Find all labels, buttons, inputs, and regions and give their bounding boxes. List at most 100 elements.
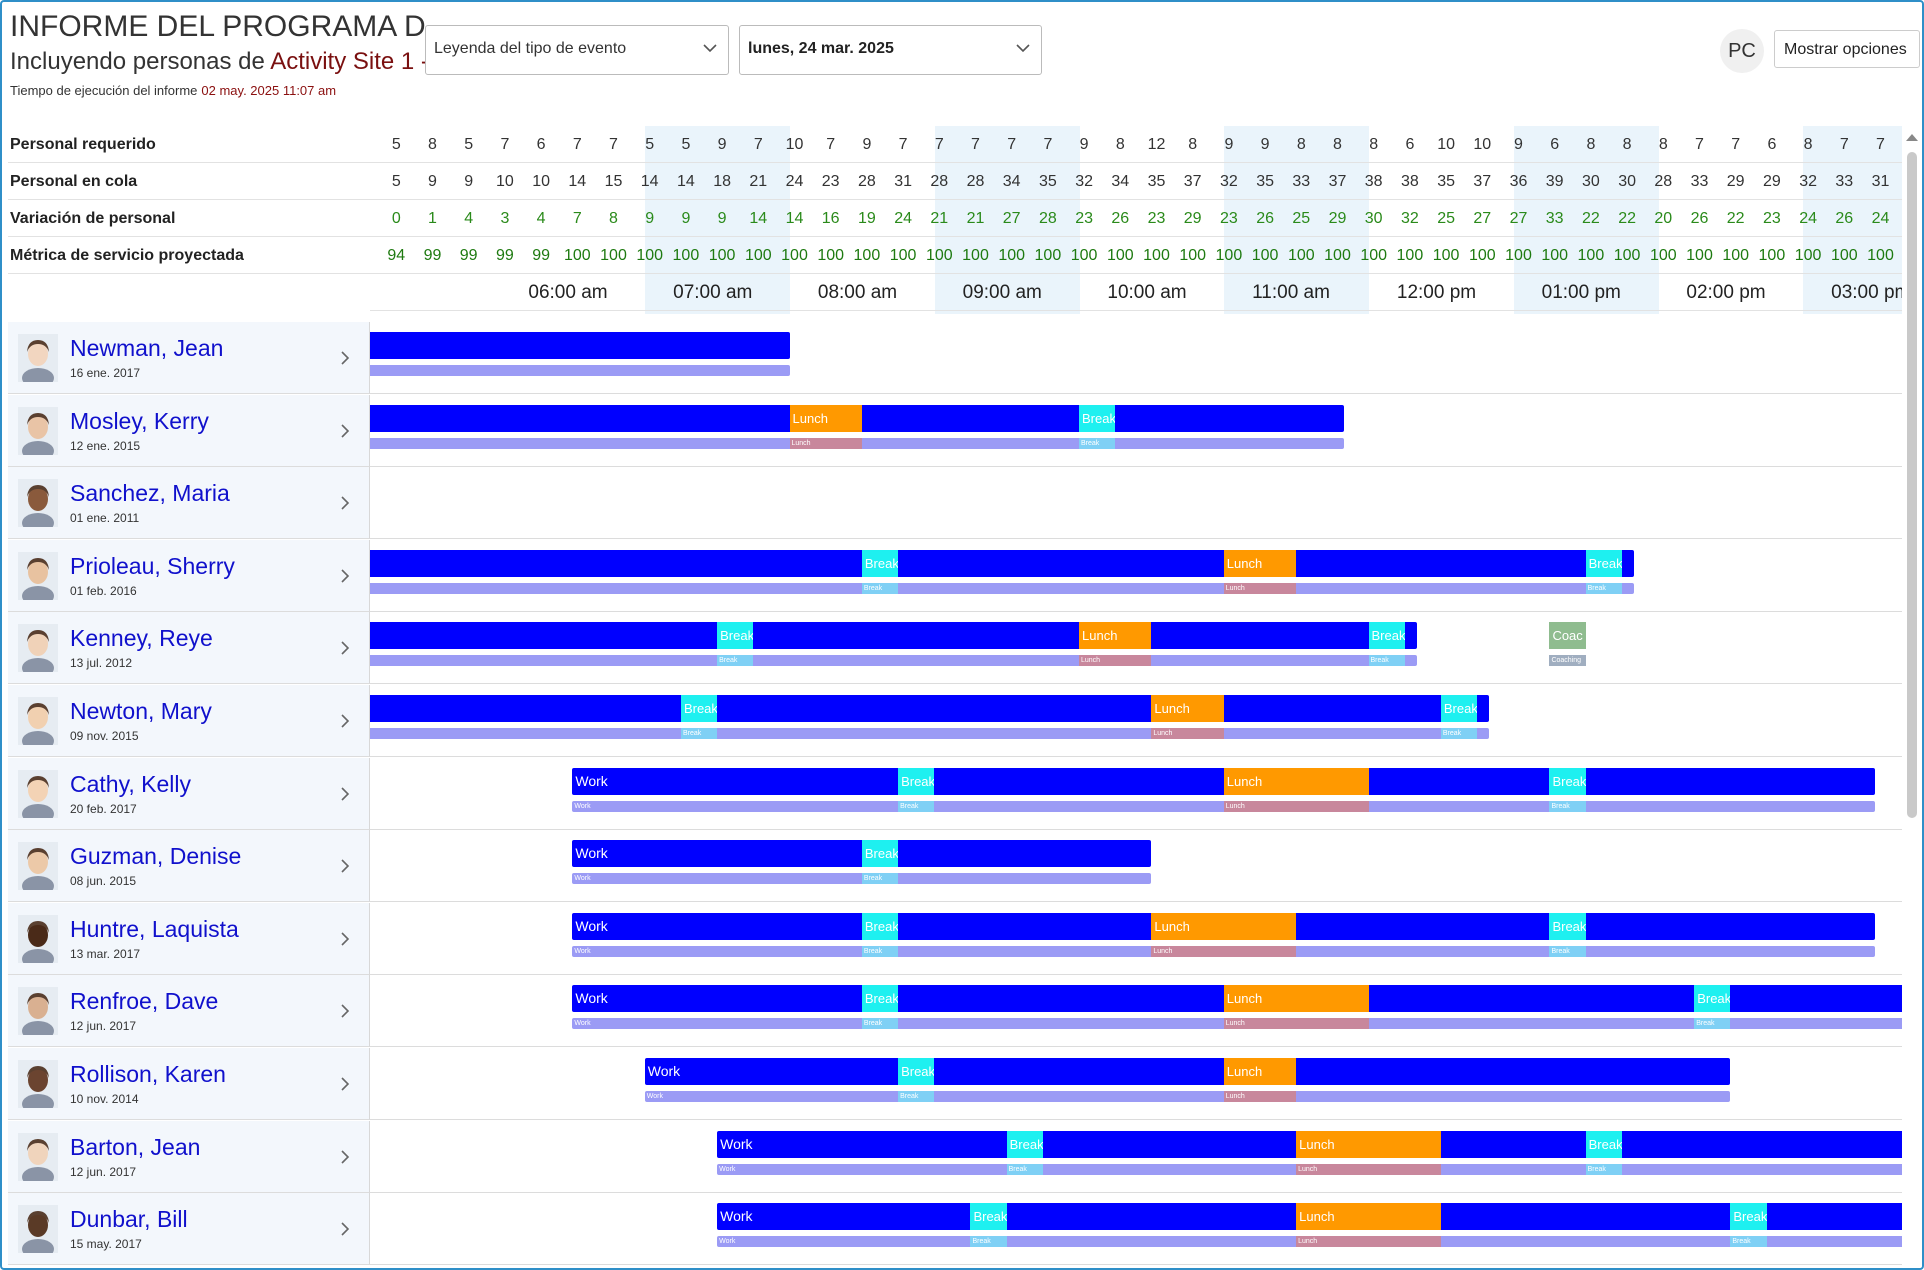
person-row[interactable]: Guzman, Denise 08 jun. 2015 xyxy=(8,830,370,903)
break-segment[interactable]: Break xyxy=(1585,1130,1622,1158)
lunch-segment[interactable]: Lunch xyxy=(1223,1058,1297,1085)
work-bar[interactable] xyxy=(370,695,1490,722)
person-row[interactable]: Newton, Mary 09 nov. 2015 xyxy=(8,685,370,757)
person-name[interactable]: Cathy, Kelly xyxy=(70,770,192,797)
date-dropdown[interactable]: lunes, 24 mar. 2025 xyxy=(739,25,1042,75)
break-segment[interactable]: Break xyxy=(898,767,935,795)
coaching-segment[interactable]: Coac xyxy=(1549,622,1586,650)
person-row[interactable]: Prioleau, Sherry 01 feb. 2016 xyxy=(8,539,370,612)
show-options-button[interactable]: Mostrar opciones xyxy=(1774,30,1920,68)
person-name[interactable]: Newman, Jean xyxy=(70,335,224,361)
break-segment[interactable]: Break xyxy=(861,840,899,868)
person-name[interactable]: Newton, Mary xyxy=(70,698,212,724)
break-segment[interactable]: Break xyxy=(861,985,899,1013)
person-row[interactable]: Renfroe, Dave 12 jun. 2017 xyxy=(8,975,370,1048)
break-segment[interactable]: Break xyxy=(1549,912,1586,940)
chevron-right-icon[interactable] xyxy=(338,1075,352,1093)
user-avatar[interactable]: PC xyxy=(1720,29,1764,73)
chevron-right-icon[interactable] xyxy=(338,349,352,367)
schedule-row: Work Work Break Break Lunch Lunch Break Break xyxy=(370,975,1902,1048)
person-name[interactable]: Guzman, Denise xyxy=(70,843,242,870)
metric-value: 100 xyxy=(1867,247,1894,264)
person-row[interactable]: Cathy, Kelly 20 feb. 2017 xyxy=(8,757,370,830)
break-segment[interactable]: Break xyxy=(1006,1130,1043,1158)
lunch-segment[interactable]: Lunch xyxy=(1151,695,1224,722)
break-segment[interactable]: Break xyxy=(1549,767,1586,795)
break-segment[interactable]: Break xyxy=(1730,1203,1767,1231)
metric-row-service: 94 94 99 99 99 99 100 100 100 100 100 100 100 100 100 1… xyxy=(370,237,1902,274)
person-row[interactable]: Barton, Jean 12 jun. 2017 xyxy=(8,1120,370,1193)
work-subbar xyxy=(644,1091,1731,1102)
person-name[interactable]: Dunbar, Bill xyxy=(70,1206,188,1233)
break-subsegment: Break xyxy=(861,945,899,957)
break-segment[interactable]: Break xyxy=(1079,404,1116,432)
metric-value: 100 xyxy=(744,247,772,264)
break-segment[interactable]: Break xyxy=(717,622,754,650)
break-segment[interactable]: Break xyxy=(861,549,899,577)
break-segment[interactable]: Break xyxy=(1368,622,1405,650)
break-segment[interactable]: Break xyxy=(1694,985,1731,1013)
chevron-right-icon[interactable] xyxy=(338,1220,352,1238)
work-bar[interactable] xyxy=(370,622,1417,650)
break-segment[interactable]: Break xyxy=(1585,549,1622,577)
metric-row-queued: 55 9 9 10 10 14 15 14 14 18 21 24 23 28 31 28 28 34 35 32 34… xyxy=(370,163,1902,200)
chevron-right-icon[interactable] xyxy=(338,567,352,585)
chevron-right-icon[interactable] xyxy=(338,422,352,440)
break-segment[interactable]: Break xyxy=(680,695,718,722)
work-bar[interactable] xyxy=(370,549,1634,577)
lunch-segment[interactable]: Lunch xyxy=(1296,1203,1441,1231)
chevron-right-icon[interactable] xyxy=(338,712,352,730)
person-name[interactable]: Sanchez, Maria xyxy=(70,480,230,507)
scroll-thumb[interactable] xyxy=(1907,152,1917,818)
lunch-segment[interactable]: Lunch xyxy=(1223,985,1369,1013)
lunch-segment[interactable]: Lunch xyxy=(1079,622,1152,650)
person-row[interactable]: Rollison, Karen 10 nov. 2014 xyxy=(8,1048,370,1120)
metric-value: 37 xyxy=(1473,173,1492,190)
person-row[interactable]: Huntre, Laquista 13 mar. 2017 xyxy=(8,902,370,975)
person-row[interactable]: Dunbar, Bill 15 may. 2017 xyxy=(8,1193,370,1266)
work-sublabel: Work xyxy=(719,1238,736,1246)
person-name[interactable]: Prioleau, Sherry xyxy=(70,552,235,579)
chevron-right-icon[interactable] xyxy=(338,1002,352,1020)
metric-value: 0 xyxy=(370,200,378,237)
vertical-scrollbar[interactable] xyxy=(1905,132,1919,818)
person-row[interactable]: Sanchez, Maria 01 ene. 2011 xyxy=(8,467,370,540)
lunch-segment[interactable]: Lunch xyxy=(1223,767,1369,795)
metric-value: 29 xyxy=(1328,210,1347,227)
event-type-legend-dropdown[interactable]: Leyenda del tipo de evento xyxy=(425,25,729,75)
work-bar[interactable] xyxy=(370,332,790,359)
break-segment[interactable]: Break xyxy=(861,912,899,940)
chevron-right-icon[interactable] xyxy=(338,1148,352,1166)
metric-value: 23 xyxy=(1762,210,1781,227)
metric-value: 5 xyxy=(645,136,655,153)
metric-value: 7 xyxy=(753,136,763,153)
scroll-up-arrow-icon[interactable] xyxy=(1905,132,1919,142)
chevron-right-icon[interactable] xyxy=(338,639,352,657)
chevron-right-icon[interactable] xyxy=(338,785,352,803)
chevron-right-icon[interactable] xyxy=(338,494,352,512)
hour-label: 03:00 pm xyxy=(1831,282,1902,303)
break-subsegment: Break xyxy=(898,800,935,812)
break-segment[interactable]: Break xyxy=(1440,695,1478,722)
person-row[interactable]: Mosley, Kerry 12 ene. 2015 xyxy=(8,394,370,467)
chevron-right-icon[interactable] xyxy=(338,857,352,875)
break-segment[interactable]: Break xyxy=(970,1203,1007,1231)
lunch-segment[interactable]: Lunch xyxy=(1296,1130,1441,1158)
person-name[interactable]: Mosley, Kerry xyxy=(70,407,209,434)
person-name[interactable]: Huntre, Laquista xyxy=(70,915,239,942)
person-row[interactable]: Newman, Jean 16 ene. 2017 xyxy=(8,322,370,394)
person-name[interactable]: Kenney, Reye xyxy=(70,625,213,652)
metric-value: 100 xyxy=(1649,247,1677,264)
lunch-segment[interactable]: Lunch xyxy=(789,404,862,432)
lunch-segment[interactable]: Lunch xyxy=(1223,549,1297,577)
person-name[interactable]: Renfroe, Dave xyxy=(70,988,219,1015)
lunch-segment[interactable]: Lunch xyxy=(1151,912,1297,940)
metric-value: 94 xyxy=(387,247,406,264)
person-name[interactable]: Barton, Jean xyxy=(70,1133,201,1160)
work-bar[interactable] xyxy=(644,1058,1731,1085)
person-row[interactable]: Kenney, Reye 13 jul. 2012 xyxy=(8,612,370,685)
chevron-right-icon[interactable] xyxy=(338,930,352,948)
person-name[interactable]: Rollison, Karen xyxy=(70,1061,226,1087)
metric-value: 100 xyxy=(1505,247,1532,264)
break-segment[interactable]: Break xyxy=(898,1058,935,1085)
